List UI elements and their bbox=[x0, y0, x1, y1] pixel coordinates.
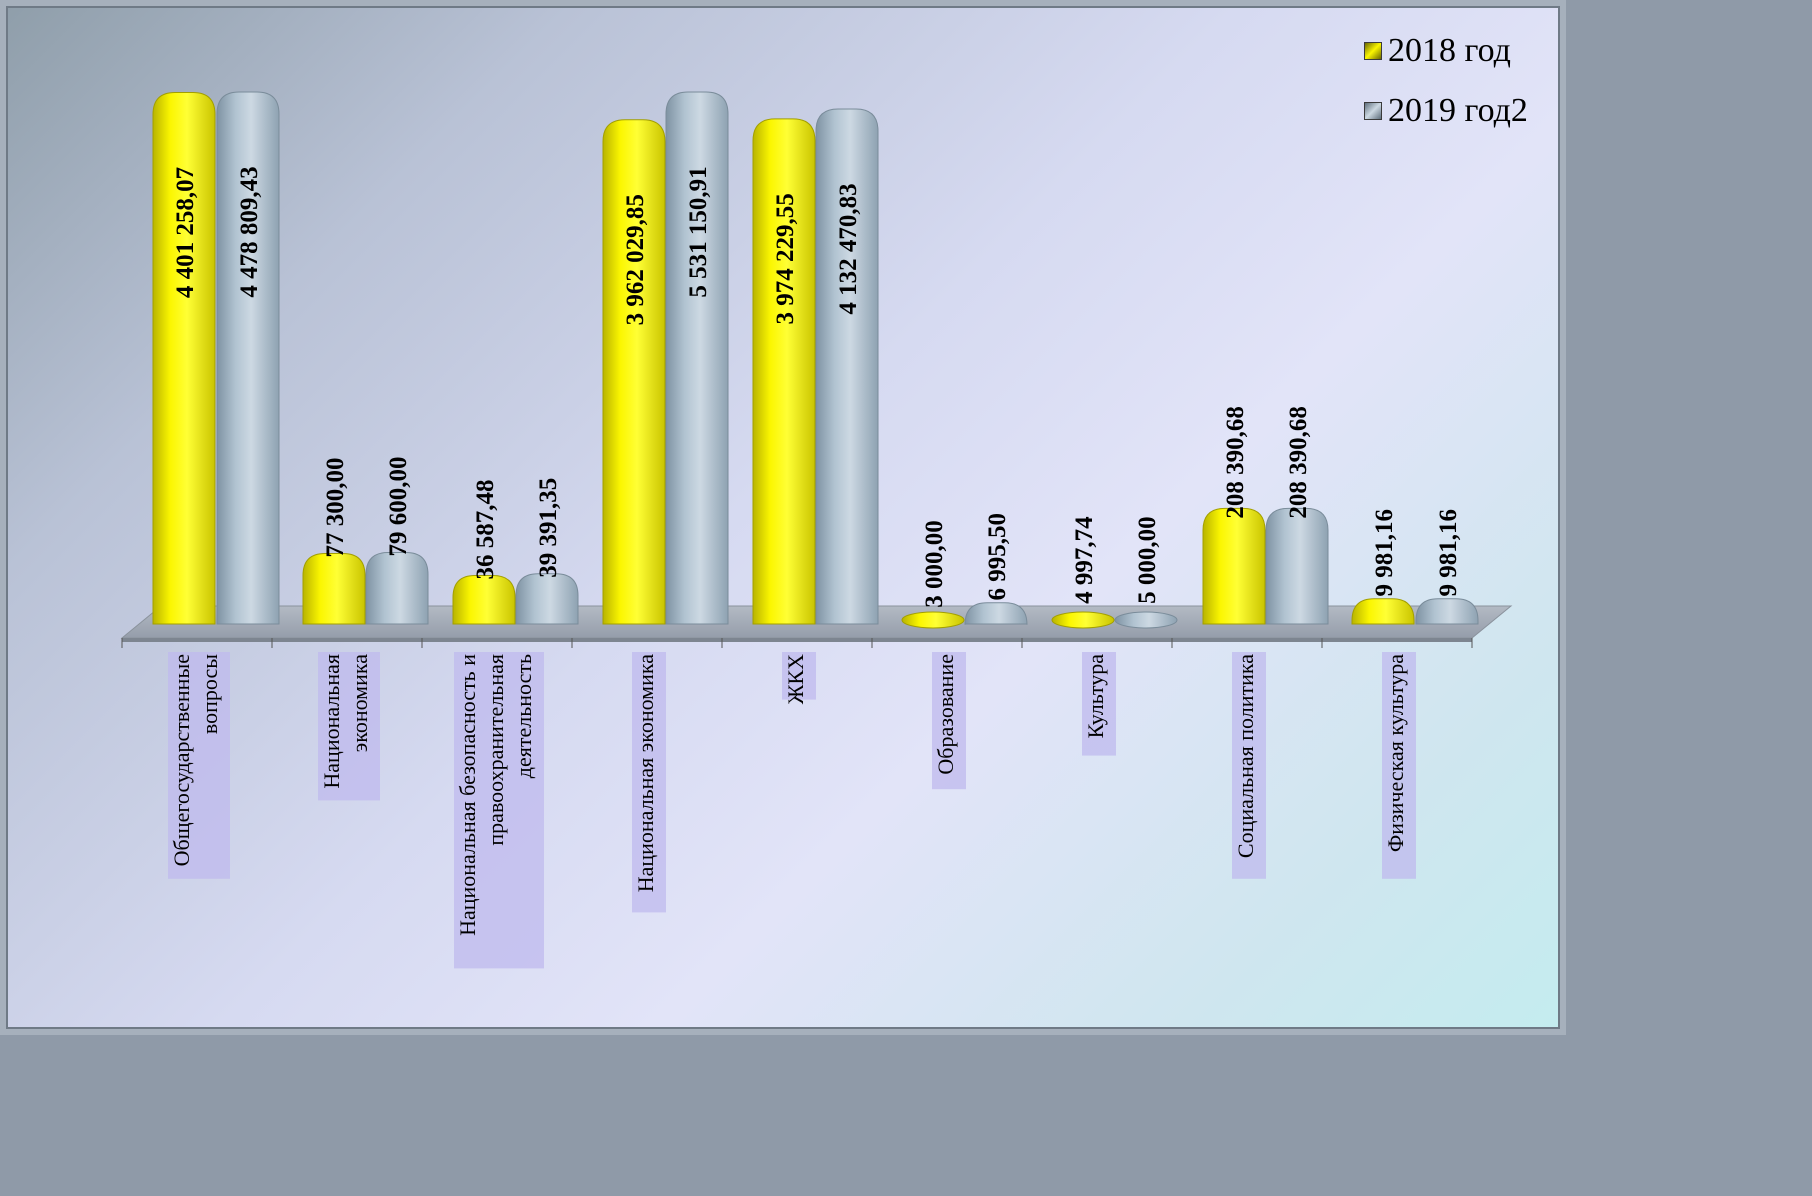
chart-floor-edge bbox=[122, 638, 1472, 642]
bar-2019-1 bbox=[366, 553, 428, 624]
value-label: 4 132 470,83 bbox=[835, 183, 862, 314]
category-label: Общегосударственные вопросы bbox=[168, 652, 230, 879]
legend-label-2019: 2019 год2 bbox=[1388, 92, 1528, 130]
bar-2019-5 bbox=[965, 603, 1027, 625]
bar-2019-6 bbox=[1115, 612, 1177, 628]
category-label-line: Национальная безопасность и bbox=[455, 654, 480, 936]
category-label: Социальная политика bbox=[1232, 652, 1266, 879]
category-label-line: Образование bbox=[933, 654, 958, 775]
category-label-line: Национальная экономика bbox=[633, 654, 658, 893]
bar-2018-6 bbox=[1052, 612, 1114, 628]
value-label: 39 391,35 bbox=[535, 478, 562, 578]
value-label: 9 981,16 bbox=[1435, 509, 1462, 597]
bar-2018-1 bbox=[303, 554, 365, 624]
category-label-line: ЖКХ bbox=[783, 654, 808, 704]
value-label: 6 995,50 bbox=[984, 513, 1011, 601]
category-label-line: Культура bbox=[1083, 654, 1108, 739]
category-label-line: экономика bbox=[347, 654, 372, 752]
category-label-line: Национальная bbox=[319, 654, 344, 789]
value-label: 5 531 150,91 bbox=[685, 166, 712, 297]
value-label: 36 587,48 bbox=[472, 480, 499, 580]
value-label: 77 300,00 bbox=[322, 458, 349, 558]
value-label: 4 997,74 bbox=[1071, 516, 1098, 604]
category-label: Национальная безопасность и правоохраните… bbox=[454, 652, 544, 968]
legend-item-2018: 2018 год bbox=[1364, 32, 1511, 70]
category-label: Национальная экономика bbox=[318, 652, 380, 800]
category-label: Национальная экономика bbox=[632, 652, 666, 912]
category-label-line: Социальная политика bbox=[1233, 654, 1258, 858]
bar-2018-7 bbox=[1203, 508, 1265, 624]
value-label: 208 390,68 bbox=[1285, 406, 1312, 519]
bar-2019-8 bbox=[1416, 599, 1478, 624]
bar-chart: 4 401 258,07 77 300,00 36 587,48 3 962 029,… bbox=[6, 6, 1572, 1041]
value-label: 4 478 809,43 bbox=[236, 166, 263, 297]
bar-2018-8 bbox=[1352, 599, 1414, 624]
value-label: 9 981,16 bbox=[1371, 509, 1398, 597]
legend-item-2019: 2019 год2 bbox=[1364, 92, 1528, 130]
category-label-line: деятельность bbox=[511, 654, 536, 778]
legend-swatch-2019 bbox=[1364, 102, 1382, 120]
bar-2018-2 bbox=[453, 576, 515, 624]
category-label: Образование bbox=[932, 652, 966, 789]
category-label-line: Физическая культура bbox=[1383, 654, 1408, 852]
value-label: 3 974 229,55 bbox=[772, 193, 799, 324]
value-label: 79 600,00 bbox=[385, 457, 412, 557]
bar-2019-7 bbox=[1266, 508, 1328, 624]
category-label-line: вопросы bbox=[197, 654, 222, 734]
value-label: 4 401 258,07 bbox=[172, 167, 199, 298]
bar-2019-2 bbox=[516, 574, 578, 624]
value-label: 3 000,00 bbox=[921, 520, 948, 608]
bar-2018-5 bbox=[902, 612, 964, 628]
category-label: Культура bbox=[1082, 652, 1116, 756]
category-label-line: Общегосударственные bbox=[169, 654, 194, 866]
legend-swatch-2018 bbox=[1364, 42, 1382, 60]
chart-frame: 4 401 258,07 77 300,00 36 587,48 3 962 029,… bbox=[0, 0, 1566, 1035]
category-label: ЖКХ bbox=[782, 652, 816, 704]
category-label-line: правоохранительная bbox=[483, 654, 508, 846]
legend-label-2018: 2018 год bbox=[1388, 32, 1511, 70]
category-label: Физическая культура bbox=[1382, 652, 1416, 879]
value-label: 3 962 029,85 bbox=[622, 194, 649, 325]
value-label: 208 390,68 bbox=[1222, 406, 1249, 519]
value-label: 5 000,00 bbox=[1134, 516, 1161, 604]
